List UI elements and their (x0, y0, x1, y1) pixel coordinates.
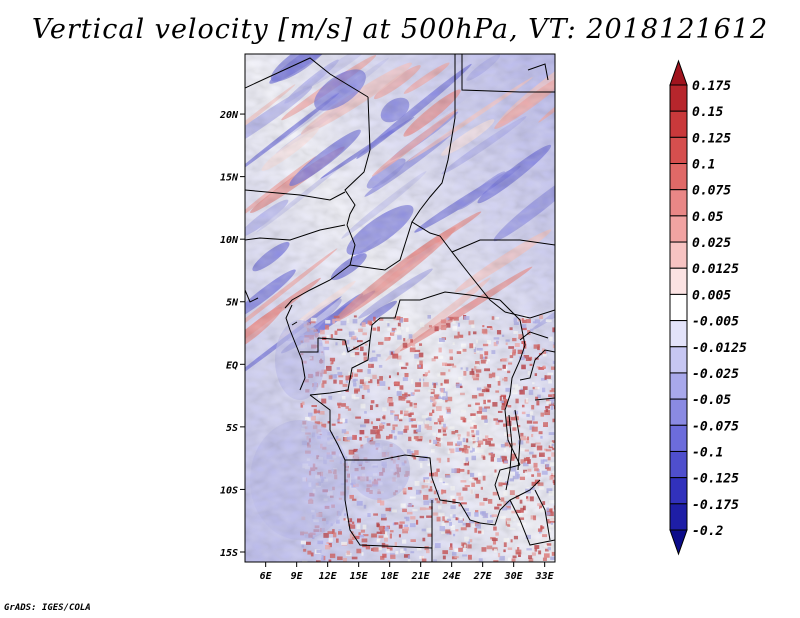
chart-title: Vertical velocity [m/s] at 500hPa, VT: 2… (31, 14, 769, 45)
lon-tick-label: 6E (260, 571, 273, 582)
speckle-cell (554, 438, 555, 443)
lat-tick-label: 15N (220, 173, 239, 184)
colorbar-label: 0.15 (692, 105, 723, 120)
colorbar: 0.175 0.15 0.125 0.1 0.075 0.05 0.025 0.0125 0.0… (669, 59, 747, 556)
lat-tick-label: 10S (220, 485, 238, 496)
colorbar-label: -0.125 (692, 472, 739, 487)
colorbar-swatch (669, 293, 688, 322)
colorbar-swatch (669, 346, 688, 374)
colorbar-label: 0.0125 (692, 262, 739, 277)
lon-tick-label: 12E (319, 571, 338, 582)
colorbar-swatch (669, 215, 688, 243)
colorbar-swatch (669, 136, 688, 165)
lon-tick-label: 27E (473, 571, 493, 582)
colorbar-label: -0.2 (692, 524, 723, 539)
lon-tick-label: 24E (442, 571, 462, 582)
lat-tick-label: 15S (220, 548, 238, 559)
colorbar-top-arrow (669, 59, 688, 86)
lat-tick-label: 10N (220, 235, 239, 246)
lat-tick-label: 20N (219, 110, 239, 121)
lon-tick-label: 33E (535, 571, 555, 582)
colorbar-label: -0.025 (692, 367, 739, 382)
colorbar-swatch (669, 503, 688, 531)
colorbar-swatch (669, 477, 688, 505)
colorbar-swatch (669, 84, 688, 112)
colorbar-label: 0.1 (692, 158, 715, 173)
colorbar-label: 0.175 (692, 79, 731, 94)
country-boundaries (245, 54, 555, 562)
colorbar-swatch (669, 372, 688, 400)
colorbar-label: -0.175 (692, 498, 739, 513)
colorbar-label: -0.1 (692, 445, 723, 460)
colorbar-swatch (669, 320, 688, 348)
colorbar-label: 0.005 (692, 288, 731, 303)
map-frame (244, 53, 556, 563)
longitude-axis: 6E 9E 12E 15E 18E 21E 24E 27E 30E 33E (260, 562, 555, 582)
lon-tick-label: 21E (411, 571, 431, 582)
colorbar-swatch (669, 241, 688, 269)
colorbar-label: -0.05 (692, 393, 731, 408)
lat-tick-label: EQ (226, 360, 238, 371)
colorbar-swatch (669, 110, 688, 138)
colorbar-swatch (669, 424, 688, 452)
colorbar-swatch (669, 163, 688, 191)
colorbar-label: -0.075 (692, 419, 739, 434)
colorbar-label: 0.05 (692, 210, 723, 225)
colorbar-swatch (669, 267, 688, 295)
lon-tick-label: 18E (381, 571, 400, 582)
colorbar-label: 0.025 (692, 236, 731, 251)
lat-tick-label: 5N (226, 298, 239, 309)
vertical-velocity-field (245, 54, 555, 562)
lat-tick-label: 5S (226, 423, 238, 434)
speckle-cell (454, 561, 458, 562)
lon-tick-label: 30E (504, 571, 524, 582)
colorbar-bottom-arrow (669, 529, 688, 556)
colorbar-label: 0.125 (692, 131, 731, 146)
colorbar-swatch (669, 398, 688, 426)
colorbar-swatch (669, 450, 688, 479)
colorbar-label: -0.0125 (692, 341, 747, 356)
latitude-axis: 20N 15N 10N 5N EQ 5S 10S 15S (219, 110, 245, 559)
colorbar-label: -0.005 (692, 315, 739, 330)
lon-tick-label: 15E (350, 571, 369, 582)
lon-tick-label: 9E (291, 571, 304, 582)
colorbar-swatch (669, 189, 688, 217)
credit-label: GrADS: IGES/COLA (4, 603, 91, 613)
colorbar-label: 0.075 (692, 184, 731, 199)
